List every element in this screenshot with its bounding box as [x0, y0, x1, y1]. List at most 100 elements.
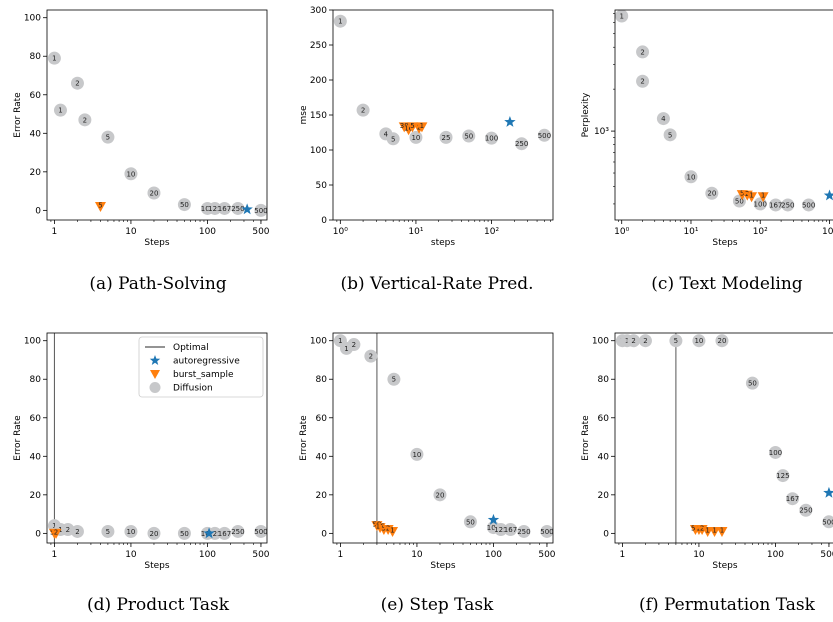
diffusion-point-label: 500 [802, 201, 815, 209]
burst-sample-point-label: 5 [410, 122, 414, 130]
x-tick-label: 500 [252, 227, 269, 237]
panel-caption: (a) Path-Solving [89, 274, 226, 294]
burst-sample-point-label: 1 [761, 192, 765, 200]
x-tick-label: 10¹ [683, 227, 698, 237]
diffusion-point-label: 500 [822, 518, 833, 526]
diffusion-point-label: 10 [411, 134, 420, 142]
axes-frame [332, 332, 554, 544]
diffusion-point [208, 201, 222, 215]
y-tick-label: 20 [316, 491, 328, 501]
burst-sample-point-label: 1 [720, 526, 724, 534]
diffusion-point-label: 2 [75, 80, 79, 88]
diffusion-point [638, 334, 652, 348]
y-tick-label: 200 [310, 76, 327, 86]
x-axis-label: Steps [712, 561, 737, 571]
axes-frame [614, 332, 833, 544]
diffusion-point-label: 5 [392, 376, 396, 384]
diffusion-point-label: 125 [208, 530, 221, 538]
autoregressive-point [241, 203, 253, 215]
diffusion-point [692, 334, 706, 348]
diffusion-point [386, 132, 400, 146]
diffusion-point [70, 76, 84, 90]
autoregressive-point [504, 116, 516, 127]
x-tick-label: 500 [252, 550, 269, 560]
legend-label: burst_sample [173, 370, 234, 380]
diffusion-point-label: 167 [504, 526, 517, 534]
legend-diffusion-swatch [149, 382, 161, 393]
diffusion-point [785, 492, 799, 506]
legend: Optimal autoregressive burst_sample Diffusi… [138, 336, 264, 398]
diffusion-point [494, 523, 508, 537]
x-tick-label: 100 [485, 550, 502, 560]
diffusion-point [537, 128, 551, 142]
diffusion-point-label: 125 [494, 526, 507, 534]
diffusion-point-label: 125 [776, 472, 789, 480]
diffusion-point [463, 515, 477, 529]
diffusion-point-label: 10 [126, 528, 135, 536]
diffusion-point-label: 167 [218, 205, 231, 213]
diffusion-point [47, 51, 61, 65]
axes-frame [46, 9, 268, 221]
burst-sample-point [709, 526, 721, 537]
y-tick-label: 10³ [594, 127, 609, 137]
y-tick-label: 20 [598, 491, 610, 501]
diffusion-point [217, 201, 231, 215]
diffusion-point-label: 500 [540, 528, 553, 536]
diffusion-point-label: 250 [799, 507, 812, 515]
diffusion-point-label: 2 [75, 528, 79, 536]
y-tick-label: 60 [598, 414, 610, 424]
diffusion-point [684, 170, 698, 184]
y-axis-label: Error Rate [299, 415, 309, 461]
legend-autoregressive-swatch [149, 355, 161, 365]
x-tick-label: 100 [767, 550, 784, 560]
plot-area: 122451020501001672505005211 [615, 10, 833, 212]
diffusion-point [636, 45, 650, 59]
panel-caption: (c) Text Modeling [651, 274, 802, 294]
diffusion-point-label: 2 [369, 353, 373, 361]
diffusion-point [387, 372, 401, 386]
y-tick-label: 60 [30, 414, 42, 424]
diffusion-point-label: 1 [338, 18, 342, 26]
diffusion-point-label: 5 [674, 337, 678, 345]
diffusion-point [769, 198, 783, 212]
diffusion-point [517, 524, 531, 538]
burst-sample-point-label: 1 [749, 192, 753, 200]
diffusion-point-label: 20 [436, 491, 445, 499]
x-tick-label: 100 [199, 550, 216, 560]
diffusion-point [147, 186, 161, 200]
x-tick-label: 10⁰ [333, 227, 348, 237]
diffusion-point-label: 500 [254, 528, 267, 536]
panel-caption: (b) Vertical-Rate Pred. [340, 274, 533, 294]
diffusion-point [347, 338, 361, 352]
burst-sample-point-label: 5 [382, 525, 386, 533]
diffusion-point [663, 128, 677, 142]
diffusion-point-label: 2 [352, 341, 356, 349]
chart-panel-3: 10⁰10¹10²10³10³StepsPerplexity1224510205… [581, 9, 833, 294]
burst-sample-point-label: 2 [54, 528, 58, 536]
diffusion-point-label: 250 [231, 528, 244, 536]
autoregressive-point [203, 527, 215, 539]
y-tick-label: 80 [316, 375, 328, 385]
diffusion-point [254, 524, 267, 538]
diffusion-point [485, 131, 499, 145]
diffusion-point-label: 167 [218, 530, 231, 538]
diffusion-point-label: 10 [687, 173, 696, 181]
chart-panel-1: 1 10 100 500 0 20 40 60 80 100 Steps Error Rate 1 1 2 2… [13, 9, 270, 294]
x-axis-label: Steps [712, 238, 737, 248]
diffusion-point-label: 2 [631, 337, 635, 345]
panel-caption: (f) Permutation Task [639, 595, 816, 615]
y-tick-label: 40 [598, 452, 610, 462]
diffusion-point-label: 2 [83, 116, 87, 124]
y-tick-label: 0 [321, 216, 327, 226]
diffusion-point-label: 4 [661, 115, 666, 123]
y-tick-label: 100 [310, 146, 327, 156]
diffusion-point [101, 524, 115, 538]
diffusion-point-label: 25 [442, 134, 451, 142]
x-tick-label: 10³ [822, 227, 833, 237]
burst-sample-point [757, 192, 769, 203]
x-tick-label: 10⁰ [614, 227, 629, 237]
y-axis-label: Error Rate [13, 92, 23, 138]
x-tick-label: 1 [52, 550, 58, 560]
